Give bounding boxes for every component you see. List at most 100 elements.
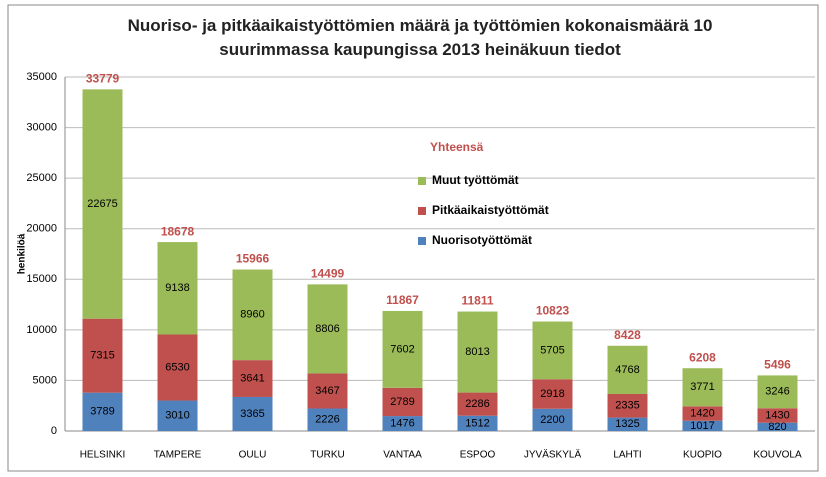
data-label: 6530 xyxy=(165,361,189,373)
bar-segment xyxy=(457,392,498,416)
data-label: 8960 xyxy=(240,309,264,321)
bar-segment xyxy=(82,318,123,393)
data-label: 4768 xyxy=(615,364,639,376)
data-label: 8013 xyxy=(465,346,489,358)
bar-segment xyxy=(382,387,423,417)
bar-segment xyxy=(82,392,123,431)
data-label: 2335 xyxy=(615,400,639,412)
x-tick-label: KOUVOLA xyxy=(753,450,802,461)
total-label: 8428 xyxy=(614,328,641,342)
data-label: 3365 xyxy=(240,408,264,420)
bar-segment xyxy=(307,284,348,374)
data-label: 2200 xyxy=(540,414,564,426)
y-axis-label: henkilöä xyxy=(17,233,28,274)
bar-segment xyxy=(607,393,648,418)
bar-segment xyxy=(607,345,648,394)
data-label: 1476 xyxy=(390,417,414,429)
bar-segment xyxy=(682,368,723,407)
data-label: 2286 xyxy=(465,398,489,410)
data-label: 2226 xyxy=(315,414,339,426)
bar-segment xyxy=(232,396,273,431)
data-label: 9138 xyxy=(165,282,189,294)
total-label: 15966 xyxy=(236,252,270,266)
total-label: 11811 xyxy=(461,294,493,308)
total-label: 33779 xyxy=(86,72,120,86)
bar-segment xyxy=(757,375,798,409)
bar-segment xyxy=(307,373,348,409)
bar-segment xyxy=(382,310,423,388)
bar-segment xyxy=(757,408,798,423)
data-label: 7602 xyxy=(390,343,414,355)
bar-segment xyxy=(682,406,723,421)
legend-swatch xyxy=(418,237,426,245)
chart-title: Nuoriso- ja pitkäaikaistyöttömien määrä … xyxy=(127,16,713,59)
total-label: 11867 xyxy=(386,293,419,307)
x-tick-label: KUOPIO xyxy=(683,450,722,461)
data-label: 3771 xyxy=(690,381,714,393)
x-tick-label: ESPOO xyxy=(460,450,496,461)
data-label: 2789 xyxy=(390,396,414,408)
x-tick-label: VANTAA xyxy=(383,450,422,461)
bar-segment xyxy=(532,408,573,431)
y-tick-label: 5000 xyxy=(33,374,57,386)
x-tick-label: HELSINKI xyxy=(80,450,126,461)
data-label: 7315 xyxy=(90,350,114,362)
chart-border xyxy=(7,4,819,472)
data-label: 1430 xyxy=(765,409,789,421)
bar-segment xyxy=(532,321,573,380)
bar-segment xyxy=(307,408,348,431)
y-tick-label: 30000 xyxy=(26,121,57,133)
y-tick-label: 25000 xyxy=(26,172,57,184)
bar-segment xyxy=(757,422,798,431)
total-label: 18678 xyxy=(161,224,195,238)
legend-label: Muut työttömät xyxy=(432,173,519,187)
data-label: 3010 xyxy=(165,410,189,422)
x-tick-label: TAMPERE xyxy=(154,450,202,461)
bar-segment xyxy=(457,415,498,431)
data-label: 3467 xyxy=(315,385,339,397)
y-tick-label: 35000 xyxy=(26,71,57,83)
data-label: 8806 xyxy=(315,323,339,335)
total-label: 6208 xyxy=(689,350,716,364)
legend-swatch xyxy=(418,207,426,215)
total-label: 14499 xyxy=(311,267,345,281)
y-tick-label: 10000 xyxy=(26,324,57,336)
x-tick-label: JYVÄSKYLÄ xyxy=(524,449,582,461)
x-tick-label: LAHTI xyxy=(613,450,641,461)
legend-swatch xyxy=(418,177,426,185)
bar-segment xyxy=(382,416,423,431)
bar-segment xyxy=(532,379,573,409)
x-tick-label: TURKU xyxy=(310,450,344,461)
data-label: 820 xyxy=(768,421,786,433)
bar-segment xyxy=(607,417,648,431)
bar-segment xyxy=(457,311,498,393)
legend-label: Nuorisotyöttömät xyxy=(432,233,532,247)
data-label: 22675 xyxy=(87,198,118,210)
data-label: 3789 xyxy=(90,406,114,418)
data-label: 5705 xyxy=(540,344,564,356)
bar-segment xyxy=(82,89,123,319)
x-tick-label: OULU xyxy=(239,450,267,461)
data-label: 1512 xyxy=(465,417,489,429)
y-tick-label: 0 xyxy=(51,425,57,437)
legend-label: Yhteensä xyxy=(430,140,484,154)
bar-segment xyxy=(157,242,198,335)
bar-segment xyxy=(232,360,273,397)
bar-segment xyxy=(232,269,273,361)
data-label: 3246 xyxy=(765,386,789,398)
bar-segment xyxy=(682,420,723,431)
data-label: 3641 xyxy=(240,372,264,384)
data-label: 1325 xyxy=(615,418,639,430)
data-label: 2918 xyxy=(540,388,564,400)
y-tick-label: 20000 xyxy=(26,223,57,235)
bar-segment xyxy=(157,400,198,431)
data-label: 1017 xyxy=(690,420,714,432)
total-label: 5496 xyxy=(764,358,791,372)
bar-segment xyxy=(157,334,198,401)
data-label: 1420 xyxy=(690,407,714,419)
y-tick-label: 15000 xyxy=(26,273,57,285)
legend-label: Pitkäaikaistyöttömät xyxy=(432,203,549,217)
total-label: 10823 xyxy=(536,304,570,318)
